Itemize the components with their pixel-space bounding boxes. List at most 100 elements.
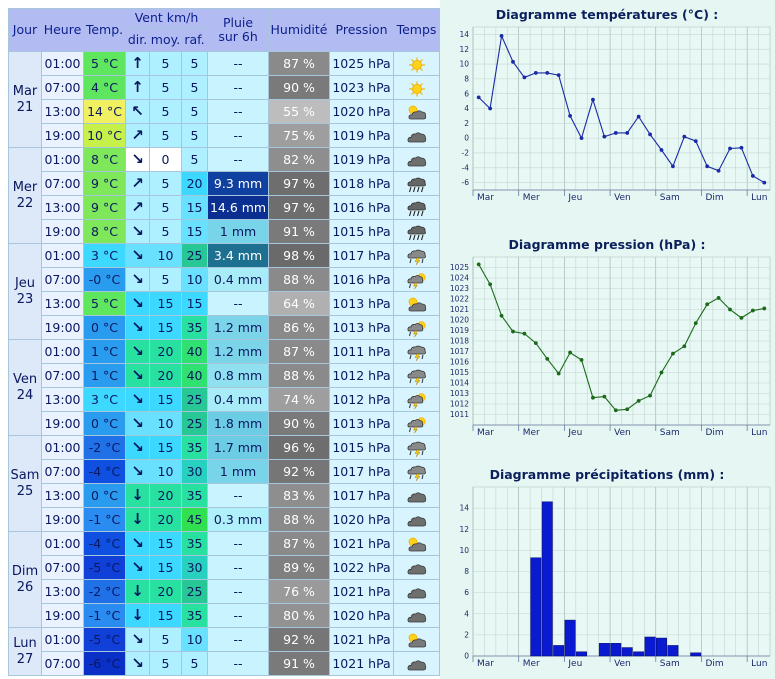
hour-cell: 07:00 bbox=[42, 172, 83, 195]
data-bar bbox=[633, 651, 645, 657]
hour-cell: 07:00 bbox=[42, 556, 83, 579]
humidity-cell: 83 % bbox=[269, 484, 330, 507]
precipitation-chart: Diagramme précipitations (mm) : 14 12 10 8 6 4… bbox=[459, 467, 771, 669]
data-point bbox=[476, 262, 481, 267]
day-cell: Ven 24 bbox=[9, 340, 41, 435]
sun-storm-icon bbox=[407, 392, 427, 409]
rain-cell: 0.4 mm bbox=[208, 268, 269, 291]
x-tick-label: Sam bbox=[660, 659, 680, 669]
table-row: 07:00 4 °C ↑ 5 5 -- 90 % 1023 hPa bbox=[9, 76, 440, 99]
humidity-cell: 88 % bbox=[269, 364, 330, 387]
hour-cell: 13:00 bbox=[42, 484, 83, 507]
temperature-cell: -0 °C bbox=[84, 268, 125, 291]
temperature-cell: -2 °C bbox=[84, 436, 125, 459]
weather-cell bbox=[394, 292, 440, 315]
temperature-cell: 8 °C bbox=[84, 148, 125, 171]
hour-cell: 07:00 bbox=[42, 76, 83, 99]
sun-cloud-icon bbox=[407, 633, 427, 649]
wind-direction-arrow-icon: ↑ bbox=[126, 76, 149, 99]
wind-average-cell: 5 bbox=[150, 124, 181, 147]
data-bar bbox=[621, 647, 633, 657]
wind-average-cell: 10 bbox=[150, 412, 181, 435]
y-tick-label: 14 bbox=[459, 30, 469, 39]
data-point bbox=[499, 33, 504, 38]
humidity-cell: 74 % bbox=[269, 388, 330, 411]
wind-direction-arrow-icon: ↘ bbox=[126, 532, 149, 555]
data-point bbox=[545, 71, 550, 75]
temperature-cell: 1 °C bbox=[84, 364, 125, 387]
data-point bbox=[511, 329, 515, 334]
hour-cell: 01:00 bbox=[42, 340, 83, 363]
header-wind-dir: dir. bbox=[126, 28, 149, 51]
day-name: Ven bbox=[12, 371, 38, 387]
wind-direction-arrow-icon: ↓ bbox=[126, 484, 149, 507]
wind-average-cell: 20 bbox=[150, 484, 181, 507]
wind-gust-cell: 30 bbox=[182, 556, 208, 579]
y-tick-label: 1018 bbox=[450, 337, 469, 346]
pressure-cell: 1021 hPa bbox=[330, 628, 394, 651]
header-hour: Heure bbox=[42, 9, 83, 51]
rain-cell: -- bbox=[208, 580, 269, 603]
day-name: Sam bbox=[10, 467, 40, 483]
table-row: 19:00 -1 °C ↓ 20 45 0.3 mm 88 % 1020 hPa bbox=[9, 508, 440, 531]
weather-cell bbox=[394, 52, 440, 75]
y-tick-label: 8 bbox=[464, 74, 469, 83]
x-tick-label: Dim bbox=[705, 193, 723, 203]
data-point bbox=[579, 136, 584, 141]
day-name: Jeu bbox=[14, 275, 36, 291]
rain-cell: 9.3 mm bbox=[208, 172, 269, 195]
data-point bbox=[648, 393, 652, 398]
temperature-cell: 5 °C bbox=[84, 52, 125, 75]
table-row: Ven 24 01:00 1 °C ↘ 20 40 1.2 mm 87 % 1011 hPa bbox=[9, 340, 440, 435]
table-row: 19:00 10 °C ↗ 5 5 -- 75 % 1019 hPa bbox=[9, 124, 440, 147]
data-point bbox=[762, 306, 767, 311]
data-point bbox=[762, 180, 767, 185]
y-tick-label: 0 bbox=[464, 652, 469, 661]
wind-direction-arrow-icon: ↘ bbox=[126, 292, 149, 315]
data-bar bbox=[644, 636, 656, 657]
pressure-cell: 1015 hPa bbox=[330, 220, 394, 243]
rain-cell: -- bbox=[208, 556, 269, 579]
data-point bbox=[716, 168, 721, 173]
hour-cell: 07:00 bbox=[42, 268, 83, 291]
day-cell: Lun 27 bbox=[9, 628, 41, 675]
wind-direction-arrow-icon: ↘ bbox=[126, 412, 149, 435]
hour-cell: 01:00 bbox=[42, 52, 83, 75]
header-wind: Vent km/h bbox=[126, 9, 208, 27]
data-point bbox=[533, 71, 538, 75]
humidity-cell: 64 % bbox=[269, 292, 330, 315]
rain-cell: -- bbox=[208, 484, 269, 507]
temperature-cell: 10 °C bbox=[84, 124, 125, 147]
hour-cell: 13:00 bbox=[42, 100, 83, 123]
wind-gust-cell: 25 bbox=[182, 388, 208, 411]
data-point bbox=[625, 131, 630, 135]
hour-cell: 19:00 bbox=[42, 508, 83, 531]
pressure-cell: 1017 hPa bbox=[330, 244, 394, 267]
wind-gust-cell: 25 bbox=[182, 412, 208, 435]
wind-gust-cell: 5 bbox=[182, 124, 208, 147]
wind-direction-arrow-icon: ↓ bbox=[126, 508, 149, 531]
pressure-series-line bbox=[478, 264, 765, 411]
wind-direction-arrow-icon: ↑ bbox=[126, 52, 149, 75]
day-cell: Sam 25 bbox=[9, 436, 41, 531]
wind-gust-cell: 35 bbox=[182, 316, 208, 339]
weather-cell bbox=[394, 268, 440, 291]
temperature-cell: 14 °C bbox=[84, 100, 125, 123]
hour-cell: 19:00 bbox=[42, 604, 83, 627]
x-tick-label: Ven bbox=[614, 428, 631, 438]
weather-cell bbox=[394, 196, 440, 219]
y-tick-label: 12 bbox=[459, 525, 469, 534]
weather-cell bbox=[394, 340, 440, 363]
table-row: 13:00 0 °C ↓ 20 35 -- 83 % 1017 hPa bbox=[9, 484, 440, 507]
pressure-cell: 1018 hPa bbox=[330, 172, 394, 195]
day-number: 22 bbox=[16, 195, 34, 211]
wind-average-cell: 20 bbox=[150, 364, 181, 387]
storm-icon bbox=[407, 369, 427, 385]
rain-cell: -- bbox=[208, 292, 269, 315]
x-tick-label: Jeu bbox=[567, 428, 582, 438]
weather-cell bbox=[394, 460, 440, 483]
x-tick-label: Mer bbox=[523, 659, 540, 669]
pressure-cell: 1012 hPa bbox=[330, 388, 394, 411]
charts-panel: Diagramme températures (°C) : 14 12 10 8 6 4 2 0… bbox=[440, 0, 775, 679]
